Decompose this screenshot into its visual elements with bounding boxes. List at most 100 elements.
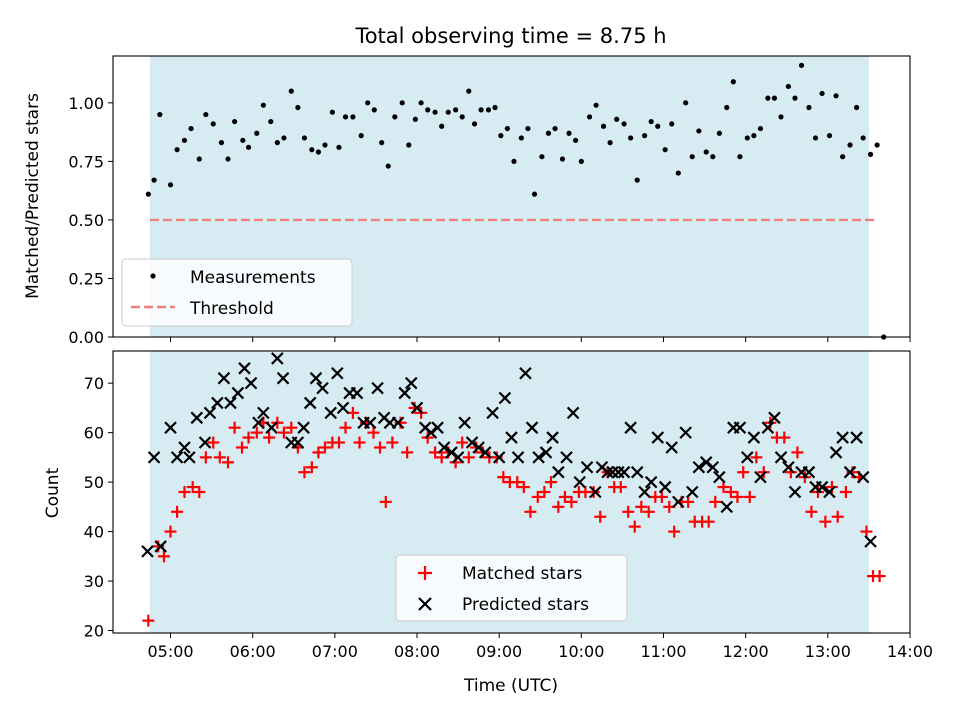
matched-star-point <box>628 520 641 533</box>
predicted-star-point <box>713 470 726 484</box>
matched-star-point <box>207 436 220 449</box>
matched-star-point <box>819 515 832 528</box>
measurement-point <box>309 147 315 153</box>
matched-star-point <box>805 505 818 518</box>
count-legend: Matched stars Predicted stars <box>395 554 628 622</box>
predicted-star-point <box>761 421 775 434</box>
y-tick-label: 0.25 <box>68 269 104 288</box>
ratio-ylabel: Matched/Predicted stars <box>23 93 43 299</box>
measurement-point <box>315 149 322 155</box>
measurement-point <box>655 123 661 129</box>
predicted-star-point <box>802 465 816 479</box>
predicted-star-point <box>679 426 692 439</box>
measurement-point <box>812 135 819 141</box>
predicted-star-point <box>170 451 184 464</box>
measurement-point <box>445 109 451 115</box>
predicted-star-point <box>316 381 329 395</box>
ratio-marks <box>145 62 887 340</box>
matched-star-point <box>587 486 600 498</box>
measurement-point <box>245 144 252 150</box>
measurement-point <box>833 93 839 99</box>
matched-star-point <box>544 476 557 489</box>
count-xlabel: Time (UTC) <box>463 676 558 696</box>
y-tick-label: 0.75 <box>68 152 104 171</box>
count-panel: 05:00 06:00 07:00 08:00 09:00 10:00 11:00 12:00… <box>43 350 933 696</box>
measurement-point <box>730 79 736 85</box>
predicted-star-point <box>630 465 644 479</box>
measurement-point <box>342 114 349 120</box>
measurement-point <box>385 163 391 169</box>
predicted-star-point <box>658 480 672 494</box>
matched-star-point <box>524 505 537 518</box>
matched-star-point <box>401 446 414 459</box>
measurement-point <box>406 142 412 148</box>
legend-threshold-label: Threshold <box>189 299 274 319</box>
x-tick-label: 05:00 <box>147 642 193 661</box>
matched-star-point <box>277 426 290 439</box>
matched-star-point <box>298 466 311 479</box>
predicted-star-point <box>733 421 747 434</box>
predicted-star-point <box>706 460 720 474</box>
predicted-star-point <box>147 451 161 464</box>
matched-star-point <box>757 466 770 479</box>
measurement-point <box>572 137 579 143</box>
measurement-point <box>819 90 825 97</box>
predicted-star-point <box>539 446 553 459</box>
y-tick-label: 0.00 <box>68 328 104 347</box>
measurement-point <box>240 137 246 143</box>
predicted-star-point <box>203 406 217 420</box>
matched-star-point <box>791 446 804 459</box>
predicted-star-point <box>864 535 877 548</box>
predicted-star-point <box>183 451 196 464</box>
predicted-star-point <box>458 416 471 430</box>
matched-star-point <box>565 495 578 508</box>
matched-star-point <box>831 510 844 523</box>
measurement-point <box>196 156 202 162</box>
predicted-star-point <box>141 545 154 558</box>
predicted-star-point <box>638 485 651 499</box>
measurement-point <box>614 116 620 122</box>
measurement-point <box>329 109 335 115</box>
matched-star-point <box>778 431 791 444</box>
measurement-point <box>710 154 716 160</box>
predicted-star-point <box>566 406 580 420</box>
matched-star-point <box>157 550 170 563</box>
predicted-star-point <box>511 451 525 464</box>
measurement-point <box>218 140 225 146</box>
measurement-point <box>662 147 668 153</box>
measurement-point <box>471 121 478 127</box>
measurement-point <box>724 104 730 111</box>
measurement-point <box>511 158 517 164</box>
measurement-point <box>531 191 538 197</box>
matched-star-point <box>622 505 635 518</box>
matched-star-point <box>386 436 399 449</box>
measurement-point <box>181 137 188 143</box>
x-tick-label: 08:00 <box>394 642 440 661</box>
matched-star-point <box>305 461 318 474</box>
measurement-point <box>642 133 648 139</box>
measurement-point <box>418 100 424 106</box>
measurement-point <box>586 114 593 120</box>
matched-star-point <box>497 471 510 484</box>
predicted-star-point <box>309 371 323 385</box>
predicted-star-point <box>552 465 565 479</box>
predicted-star-point <box>699 456 713 469</box>
measurement-point <box>578 158 584 164</box>
matched-star-point <box>702 515 715 528</box>
matched-star-point <box>353 436 366 449</box>
matched-star-point <box>228 421 241 434</box>
matched-star-point <box>164 525 177 538</box>
y-tick-label: 20 <box>84 622 104 641</box>
measurement-point <box>412 116 418 122</box>
predicted-star-point <box>271 352 284 365</box>
measurement-point <box>518 135 524 141</box>
predicted-star-point <box>336 401 350 415</box>
predicted-star-point <box>525 421 539 434</box>
predicted-star-point <box>404 376 418 390</box>
matched-star-point <box>517 481 530 494</box>
matched-star-point <box>682 495 695 508</box>
predicted-star-point <box>244 376 258 390</box>
matched-star-point <box>339 421 352 434</box>
measurement-point <box>485 107 492 113</box>
predicted-star-point <box>856 470 870 484</box>
